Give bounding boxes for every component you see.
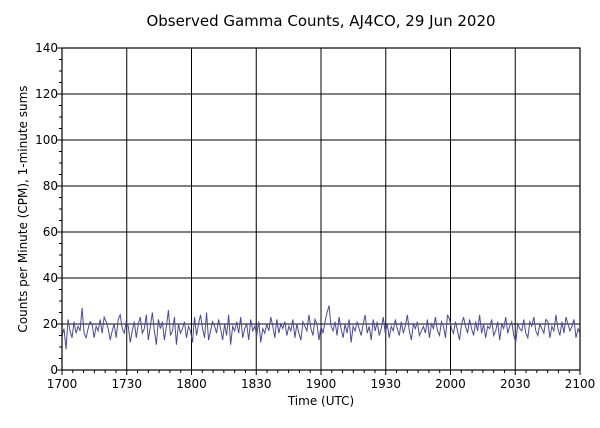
- y-tick-label: 60: [43, 225, 58, 239]
- y-tick-label: 100: [35, 133, 58, 147]
- y-tick-label: 0: [50, 363, 58, 377]
- y-tick-label: 40: [43, 271, 58, 285]
- y-axis-label: Counts per Minute (CPM), 1-minute sums: [16, 85, 30, 332]
- y-tick-label: 120: [35, 87, 58, 101]
- chart-title: Observed Gamma Counts, AJ4CO, 29 Jun 202…: [146, 12, 495, 30]
- series-layer: [61, 305, 581, 350]
- x-tick-label: 1900: [306, 377, 337, 391]
- x-tick-label: 2030: [500, 377, 531, 391]
- x-tick-label: 2100: [565, 377, 596, 391]
- y-tick-label: 80: [43, 179, 58, 193]
- x-tick-label: 2000: [435, 377, 466, 391]
- x-tick-label: 1830: [241, 377, 272, 391]
- x-axis: 1700 1730 1800 1830 1900 1930 2000 2030 2100: [47, 370, 596, 391]
- series-line: [61, 305, 581, 350]
- x-tick-label: 1730: [111, 377, 142, 391]
- y-tick-label: 140: [35, 41, 58, 55]
- x-tick-label: 1800: [176, 377, 207, 391]
- x-tick-label: 1700: [47, 377, 78, 391]
- y-axis: 0 20 40 60 80 100 120 140: [35, 41, 62, 377]
- grid: [61, 47, 581, 371]
- y-tick-label: 20: [43, 317, 58, 331]
- x-axis-label: Time (UTC): [287, 394, 354, 408]
- x-tick-label: 1930: [370, 377, 401, 391]
